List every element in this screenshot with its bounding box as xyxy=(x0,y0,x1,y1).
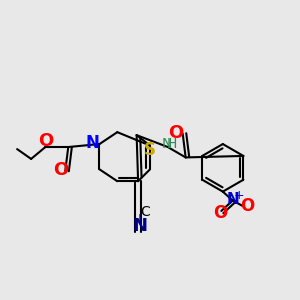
Text: O: O xyxy=(38,132,54,150)
Text: C: C xyxy=(141,205,150,219)
Text: N: N xyxy=(86,134,100,152)
Text: O: O xyxy=(169,124,184,142)
Text: -: - xyxy=(250,196,254,209)
Text: H: H xyxy=(167,137,178,151)
Text: +: + xyxy=(233,189,244,202)
Text: O: O xyxy=(214,204,228,222)
Text: I: I xyxy=(138,213,142,227)
Text: N: N xyxy=(226,191,239,206)
Text: S: S xyxy=(144,141,156,159)
Text: N: N xyxy=(162,137,172,151)
Text: N: N xyxy=(132,218,147,236)
Text: O: O xyxy=(53,161,68,179)
Text: O: O xyxy=(240,197,254,215)
